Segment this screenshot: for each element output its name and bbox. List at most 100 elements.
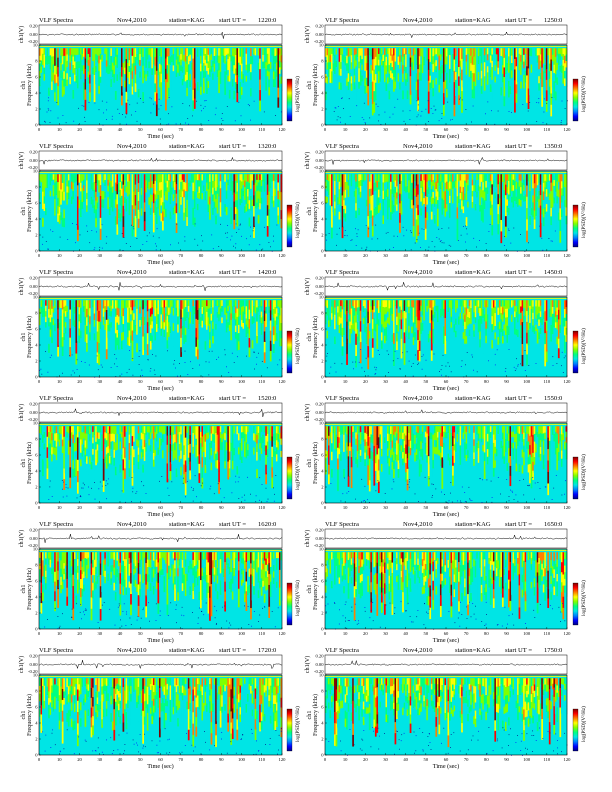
spectrogram-cell [81,316,84,326]
spectrogram-cell [165,48,167,59]
spectrogram-cell [131,350,134,362]
spectrogram-cell [379,56,382,66]
spectrogram-cell [110,55,113,65]
spectrogram-cell [73,48,76,56]
spectrogram-cell [547,174,550,183]
spectrogram-cell [341,72,344,80]
spectrogram-cell [515,196,518,205]
spectrogram-cell [193,174,196,184]
spectrogram-cell [500,185,503,198]
spectrogram-cell [181,179,184,186]
spectrogram-cell [157,208,160,216]
spectrogram-cell [374,174,377,183]
spectrogram-cell [361,180,364,187]
spectrogram-cell [192,89,195,101]
spectrogram-cell [70,61,73,68]
spectrogram-cell [96,83,99,92]
spectrogram-cell [151,48,154,56]
x-tick-label: 10 [57,253,62,258]
spectrogram-speckle [433,105,435,107]
spectrogram-cell [332,86,335,95]
spectrogram-cell [435,196,438,205]
spectrogram-cell [468,84,471,92]
spectrogram-cell [204,182,207,192]
spectrogram-speckle [49,122,51,123]
spectrogram-speckle [378,114,380,116]
spectrogram-cell [405,192,407,200]
spectrogram-cell [218,185,220,192]
spectrogram-cell [356,199,359,206]
spectrogram-cell [104,330,107,337]
spectrogram-cell [136,72,138,79]
x-tick-label: 50 [138,127,143,132]
spectrogram-cell [488,198,491,207]
spectrogram-cell [63,63,66,72]
spectrogram-cell [158,63,161,72]
spectrogram-cell [501,197,504,206]
spectrogram-cell [278,191,281,201]
spectrogram-cell [368,48,371,56]
spectrogram-cell [473,185,475,192]
spectrogram-cell [162,174,164,184]
spectrogram-cell [524,70,527,77]
spectrogram-cell [542,63,545,72]
spectrogram-cell [139,192,141,200]
spectrogram-cell [195,71,198,78]
spectrogram-cell [551,48,554,56]
spectrogram-cell [172,71,175,78]
spectrogram-cell [230,215,233,225]
spectrogram-cell [462,206,465,214]
spectrogram-cell [391,60,394,68]
spectrogram-cell [221,88,223,97]
spectrogram-cell [421,205,424,213]
spectrogram-cell [256,174,258,181]
spectrogram-cell [78,54,81,62]
spectrogram-cell [350,174,353,181]
spectrogram-cell [362,54,365,61]
spectrogram-cell [479,186,481,194]
spectrogram-cell [64,322,67,328]
spectrogram-speckle [397,235,398,237]
spectrogram-cell [248,217,251,227]
spectrogram-cell [442,104,445,116]
spectrogram-cell [92,300,94,308]
spectrogram-cell [76,229,79,242]
spectrogram-cell [96,69,99,78]
spectrogram-cell [143,70,146,79]
spectrogram-cell [470,204,472,211]
spectrogram-cell [148,204,151,213]
spectrogram-speckle [341,98,342,99]
spectrogram-cell [455,181,457,189]
spectrogram-speckle [350,240,352,241]
spectrogram-cell [158,207,161,216]
spectrogram-cell [186,208,189,218]
spectrogram-cell [554,200,557,210]
spectrogram-cell [247,72,249,82]
spectrogram-cell [136,334,138,344]
spectrogram-cell [51,201,53,209]
spectrogram-cell [231,71,234,80]
spectrogram-speckle [208,120,210,121]
spectrogram-speckle [226,232,228,234]
spectrogram-speckle [248,244,250,246]
spectrogram-cell [131,330,134,341]
spectrogram-cell [421,73,424,82]
spectrogram-cell [111,48,114,56]
timeseries-trace [38,282,283,292]
spectrogram-cell [367,95,370,106]
timeseries-trace [325,156,568,165]
spectrogram-speckle [451,119,453,120]
spectrogram-cell [130,201,132,209]
spectrogram-cell [494,180,497,187]
spectrogram-cell [66,186,69,193]
spectrogram-cell [102,324,105,334]
spectrogram-cell [145,300,148,307]
spectrogram-cell [131,320,134,331]
spectrogram-speckle [176,223,178,225]
spectrogram-cell [441,182,444,191]
spectrogram-cell [536,179,539,186]
spectrogram-cell [193,48,196,59]
spectrogram-cell [262,74,264,82]
spectrogram-cell [455,79,457,89]
spectrogram-speckle [57,117,59,119]
